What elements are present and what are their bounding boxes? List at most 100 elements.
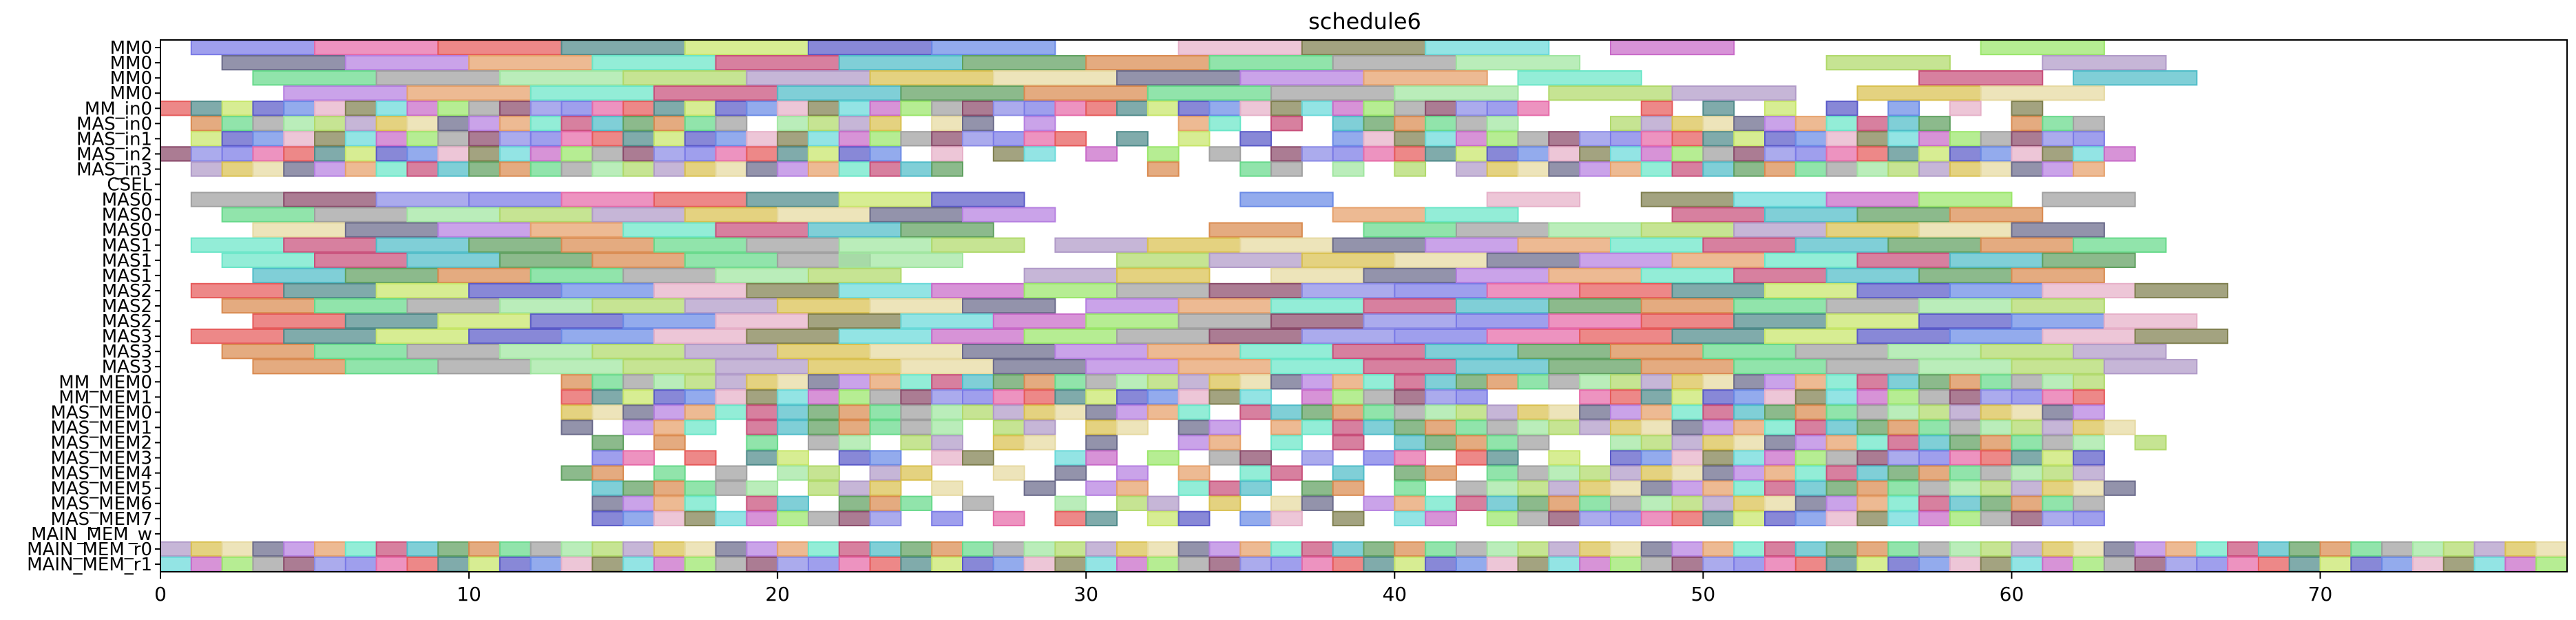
gantt-bar: [1270, 435, 1303, 451]
gantt-bar: [1270, 116, 1303, 132]
gantt-bar: [1918, 192, 2013, 207]
gantt-bar: [777, 207, 871, 223]
gantt-bar: [992, 359, 1087, 375]
gantt-bar: [1054, 344, 1149, 360]
gantt-bar: [591, 344, 686, 360]
gantt-bar: [1394, 480, 1427, 496]
gantt-bar: [1764, 480, 1797, 496]
gantt-bar: [746, 450, 779, 466]
gantt-bar: [1208, 480, 1242, 496]
gantt-bar: [962, 344, 1056, 360]
gantt-bar: [992, 70, 1118, 86]
gantt-bar: [1980, 541, 2013, 557]
gantt-bar: [1116, 480, 1149, 496]
gantt-bar: [1918, 131, 1951, 147]
gantt-bar: [2381, 541, 2413, 557]
gantt-bar: [561, 556, 594, 572]
gantt-bar: [807, 222, 902, 238]
gantt-bar: [1116, 101, 1149, 116]
gantt-bar: [252, 146, 285, 162]
gantt-bar: [1671, 450, 1704, 466]
gantt-bar: [344, 161, 377, 177]
gantt-bar: [561, 192, 655, 207]
gantt-bar: [1332, 389, 1365, 405]
gantt-bar: [653, 116, 686, 132]
gantt-bar: [838, 495, 871, 511]
gantt-bar: [962, 541, 994, 557]
gantt-bar: [1177, 556, 1211, 572]
gantt-bar: [1640, 222, 1735, 238]
gantt-bar: [1146, 450, 1180, 466]
y-axis-ticks: MM0MM0MM0MM0MM_in0MAS_in0MAS_in1MAS_in2M…: [27, 38, 160, 575]
gantt-bar: [2535, 541, 2568, 557]
gantt-bar: [1794, 389, 1828, 405]
gantt-bar: [746, 282, 840, 299]
gantt-bar: [2134, 328, 2229, 344]
gantt-bar: [2073, 70, 2198, 86]
gantt-bar: [1640, 404, 1673, 420]
gantt-bar: [1609, 237, 1704, 253]
gantt-bar: [1980, 237, 2075, 253]
gantt-bar: [1054, 465, 1087, 481]
gantt-bar: [190, 39, 316, 56]
gantt-bar: [344, 313, 439, 329]
gantt-bar: [1301, 101, 1334, 116]
gantt-bar: [2042, 465, 2075, 481]
gantt-bar: [1425, 510, 1457, 526]
gantt-bar: [1764, 252, 1858, 268]
gantt-bar: [530, 359, 625, 375]
gantt-bar: [160, 101, 192, 116]
gantt-bar: [530, 131, 563, 147]
gantt-bar: [900, 222, 994, 238]
gantt-bar: [1918, 495, 1951, 511]
gantt-bar: [314, 116, 346, 132]
gantt-bar: [1733, 116, 1766, 132]
gantt-bar: [1856, 161, 1889, 177]
gantt-bar: [160, 556, 192, 572]
gantt-bar: [1455, 374, 1488, 390]
gantt-bar: [1733, 389, 1766, 405]
gantt-bar: [1671, 282, 1766, 299]
gantt-bar: [1054, 131, 1087, 147]
gantt-bar: [1887, 146, 1920, 162]
gantt-bar: [1980, 344, 2075, 360]
gantt-bar: [1486, 252, 1581, 268]
gantt-bar: [2042, 374, 2075, 390]
gantt-bar: [1918, 359, 2013, 375]
gantt-bar: [1085, 404, 1118, 420]
gantt-bar: [715, 222, 809, 238]
gantt-bar: [437, 146, 470, 162]
gantt-bar: [2042, 131, 2075, 147]
gantt-bar: [190, 161, 223, 177]
gantt-bar: [1825, 54, 1951, 71]
gantt-bar: [283, 116, 316, 132]
gantt-bar: [1980, 374, 2013, 390]
gantt-bar: [838, 480, 871, 496]
gantt-bar: [684, 298, 779, 314]
y-tick-label: MAS1: [102, 236, 152, 256]
gantt-bar: [1208, 54, 1334, 71]
gantt-bar: [1887, 556, 1920, 572]
gantt-bar: [746, 374, 779, 390]
gantt-bar: [1517, 146, 1550, 162]
gantt-bar: [1054, 389, 1087, 405]
gantt-bar: [1918, 267, 2013, 284]
gantt-bar: [314, 207, 408, 223]
gantt-bar: [1825, 556, 1858, 572]
gantt-bar: [1332, 116, 1365, 132]
gantt-bar: [1455, 116, 1488, 132]
gantt-bar: [1270, 298, 1365, 314]
gantt-bar: [1146, 556, 1180, 572]
y-tick-label: MAS3: [102, 327, 152, 347]
gantt-bar: [1548, 161, 1581, 177]
gantt-bar: [715, 359, 809, 375]
gantt-bar: [1980, 465, 2013, 481]
gantt-bar: [283, 541, 316, 557]
gantt-bar: [807, 420, 840, 435]
gantt-bar: [1363, 267, 1457, 284]
gantt-bar: [1208, 420, 1242, 435]
gantt-bar: [1671, 116, 1704, 132]
gantt-bar: [1579, 465, 1611, 481]
x-tick-label: 0: [154, 583, 167, 606]
gantt-bar: [1733, 556, 1766, 572]
